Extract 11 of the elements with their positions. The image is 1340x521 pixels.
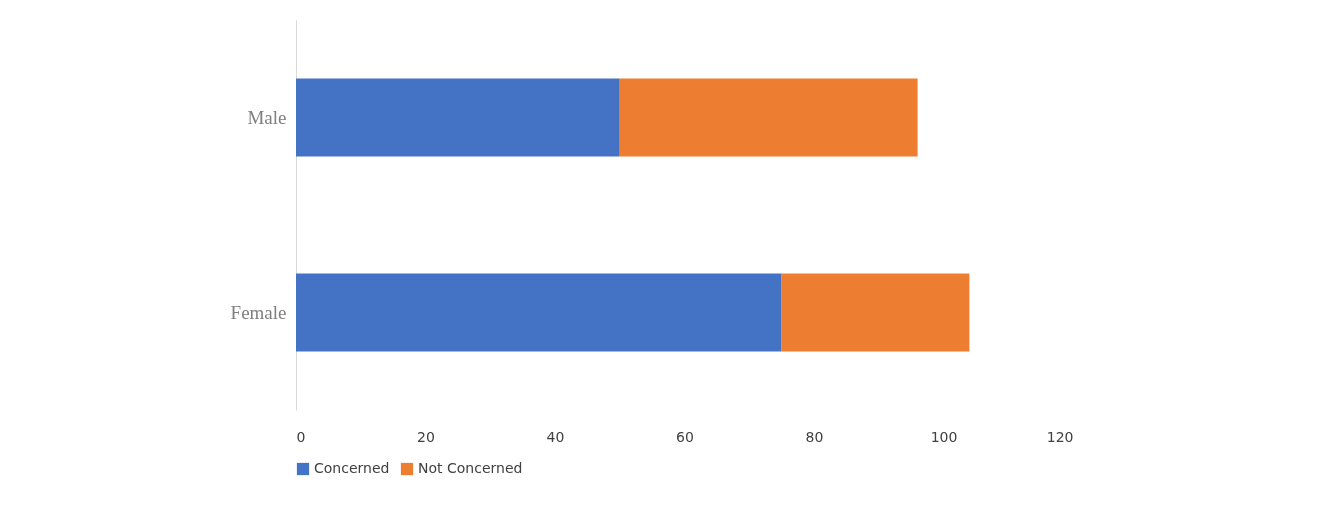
x-tick-label: 20 [417,428,435,445]
x-tick-label: 80 [805,428,824,445]
x-tick-label: 120 [1046,428,1074,445]
y-tick-label: Female [230,301,287,323]
x-tick-label: 0 [296,428,306,445]
x-tick-label: 100 [930,428,958,445]
x-tick-label: 40 [546,428,565,445]
y-tick-label: Male [247,106,287,128]
legend-label: Not Concerned [418,460,523,476]
x-tick-label: 60 [676,428,694,445]
legend-label: Concerned [314,460,390,476]
